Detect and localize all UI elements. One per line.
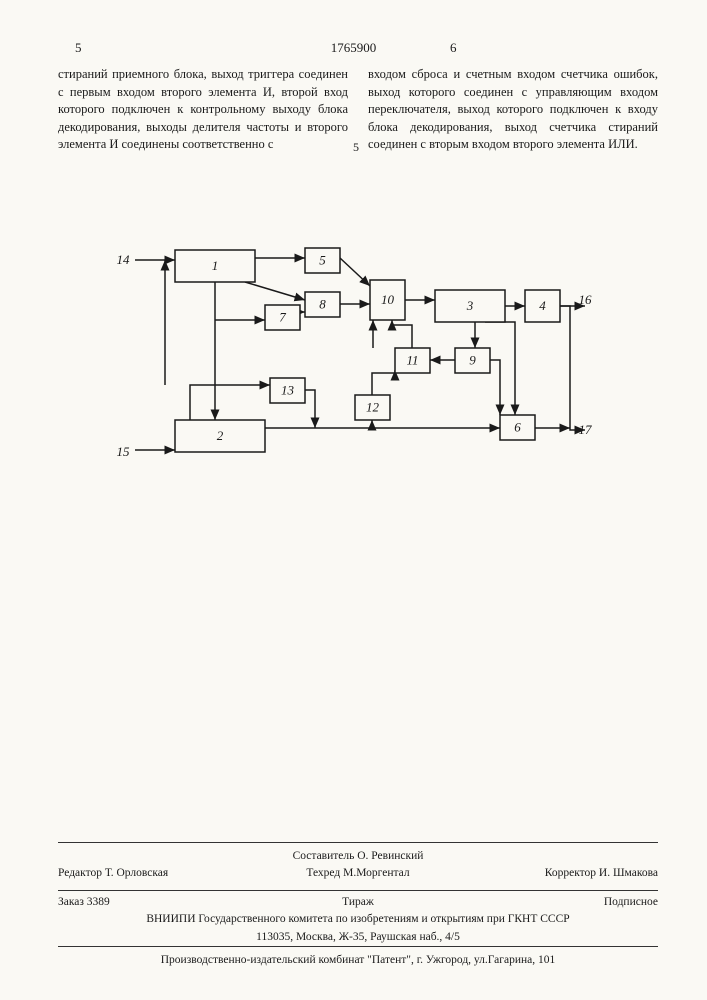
right-column: входом сброса и счетным входом счетчика …	[368, 66, 658, 154]
left-column: стираний приемного блока, выход триггера…	[58, 66, 348, 154]
page-number-right: 6	[450, 40, 457, 56]
org-line-2: 113035, Москва, Ж-35, Раушская наб., 4/5	[58, 929, 658, 946]
svg-text:15: 15	[117, 444, 131, 459]
svg-text:5: 5	[319, 253, 326, 268]
footer-3: Производственно-издательский комбинат "П…	[58, 952, 658, 969]
org-line-1: ВНИИПИ Государственного комитета по изоб…	[58, 911, 658, 928]
corrector: Корректор И. Шмакова	[458, 865, 658, 882]
techred: Техред М.Моргентал	[258, 865, 458, 882]
page-number-left: 5	[75, 40, 82, 56]
footer-rule-2	[58, 890, 658, 891]
svg-text:10: 10	[381, 292, 395, 307]
svg-text:12: 12	[366, 400, 380, 415]
svg-text:11: 11	[406, 353, 418, 368]
order-row: Заказ 3389 Тираж Подписное	[58, 894, 658, 911]
line-number: 5	[353, 140, 359, 155]
footer-rule-1	[58, 842, 658, 843]
page: 5 1765900 6 стираний приемного блока, вы…	[0, 0, 707, 1000]
org-line-3: Производственно-издательский комбинат "П…	[58, 952, 658, 969]
svg-text:3: 3	[466, 298, 474, 313]
svg-text:14: 14	[117, 252, 131, 267]
subscription: Подписное	[458, 894, 658, 911]
footer-2: Заказ 3389 Тираж Подписное ВНИИПИ Госуда…	[58, 894, 658, 946]
svg-text:2: 2	[217, 428, 224, 443]
footer-rule-3	[58, 946, 658, 947]
credits-row: Редактор Т. Орловская Техред М.Моргентал…	[58, 865, 658, 882]
svg-text:13: 13	[281, 383, 295, 398]
block-diagram: 1234567891011121314151617	[75, 230, 635, 490]
svg-text:9: 9	[469, 353, 476, 368]
order: Заказ 3389	[58, 894, 258, 911]
editor: Редактор Т. Орловская	[58, 865, 258, 882]
svg-text:1: 1	[212, 258, 219, 273]
tirazh: Тираж	[258, 894, 458, 911]
patent-number: 1765900	[331, 40, 377, 56]
footer: Составитель О. Ревинский Редактор Т. Орл…	[58, 848, 658, 883]
svg-text:4: 4	[539, 298, 546, 313]
svg-text:16: 16	[579, 292, 593, 307]
svg-text:17: 17	[579, 422, 593, 437]
svg-text:8: 8	[319, 297, 326, 312]
svg-text:7: 7	[279, 310, 286, 325]
svg-text:6: 6	[514, 420, 521, 435]
compositor: Составитель О. Ревинский	[58, 848, 658, 865]
